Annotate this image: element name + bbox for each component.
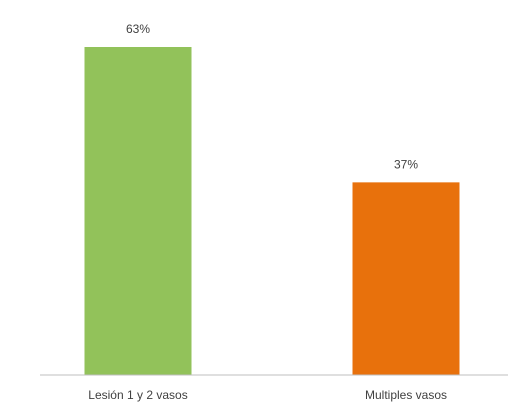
data-label-0: 63%: [126, 22, 150, 36]
bar-0: [84, 47, 192, 375]
labels-group: 63% Lesión 1 y 2 vasos 37% Multiples vasos: [88, 22, 447, 402]
data-label-1: 37%: [394, 157, 418, 171]
category-label-0: Lesión 1 y 2 vasos: [88, 388, 187, 402]
bar-1: [352, 182, 460, 375]
bars-group: [84, 47, 460, 375]
category-label-1: Multiples vasos: [365, 388, 447, 402]
